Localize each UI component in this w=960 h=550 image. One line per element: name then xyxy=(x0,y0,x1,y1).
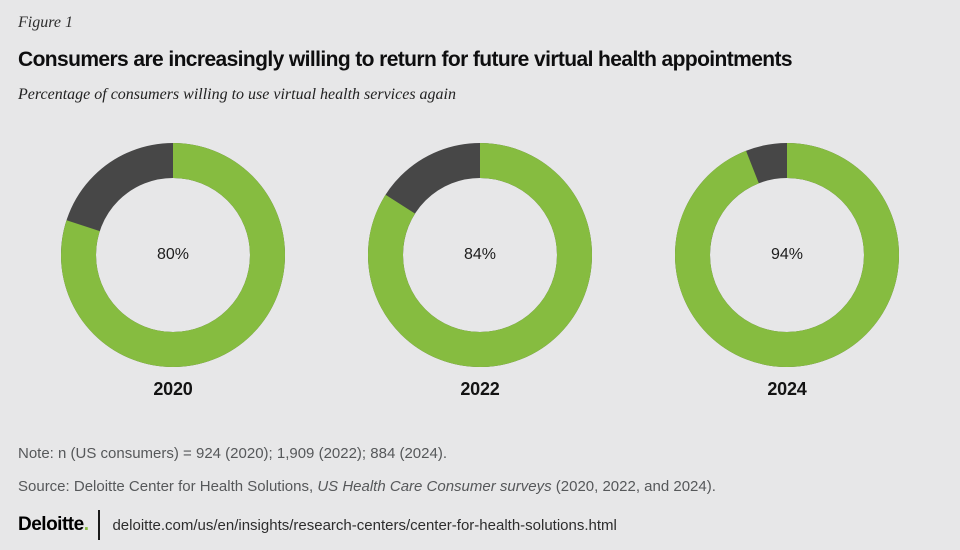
source-suffix: (2020, 2022, and 2024). xyxy=(551,478,716,495)
donut-chart-2022: 84% 2022 xyxy=(368,143,592,400)
donut-value-segment xyxy=(61,143,285,367)
note-text: Note: n (US consumers) = 924 (2020); 1,9… xyxy=(18,445,447,462)
figure-label: Figure 1 xyxy=(18,14,73,31)
footer-url: deloitte.com/us/en/insights/research-cen… xyxy=(112,516,617,534)
source-italic: US Health Care Consumer surveys xyxy=(317,478,552,495)
footer-divider xyxy=(98,510,101,540)
source-text: Source: Deloitte Center for Health Solut… xyxy=(18,479,942,494)
page-subtitle: Percentage of consumers willing to use v… xyxy=(18,86,456,103)
donut-2022: 84% xyxy=(368,143,592,367)
donut-charts-row: 80% 2020 84% 2022 94% 2024 xyxy=(0,143,960,400)
donut-year-label: 2020 xyxy=(153,379,193,399)
donut-chart-2020: 80% 2020 xyxy=(61,143,285,400)
donut-value-segment xyxy=(368,143,592,367)
donut-year-label: 2022 xyxy=(460,379,500,399)
notes-block: Note: n (US consumers) = 924 (2020); 1,9… xyxy=(0,446,960,494)
donut-chart-2024: 94% 2024 xyxy=(675,143,899,400)
donut-svg-2022 xyxy=(368,143,592,367)
deloitte-logo-dot: . xyxy=(83,514,89,535)
source-prefix: Source: Deloitte Center for Health Solut… xyxy=(18,478,318,495)
page-title: Consumers are increasingly willing to re… xyxy=(18,48,793,71)
donut-center-value: 80% xyxy=(156,246,190,263)
deloitte-wordmark: Deloitte xyxy=(18,514,84,535)
donut-year-label: 2024 xyxy=(767,379,807,399)
donut-2020: 80% xyxy=(61,143,285,367)
donut-svg-2024 xyxy=(675,143,899,367)
donut-center-value: 84% xyxy=(463,246,497,263)
deloitte-logo: Deloitte. xyxy=(18,514,89,536)
donut-value-segment xyxy=(675,143,899,367)
donut-svg-2020 xyxy=(61,143,285,367)
donut-center-value: 94% xyxy=(770,246,804,263)
chart-header: Figure 1 Consumers are increasingly will… xyxy=(0,0,960,104)
footer: Deloitte. deloitte.com/us/en/insights/re… xyxy=(18,510,617,540)
donut-2024: 94% xyxy=(675,143,899,367)
